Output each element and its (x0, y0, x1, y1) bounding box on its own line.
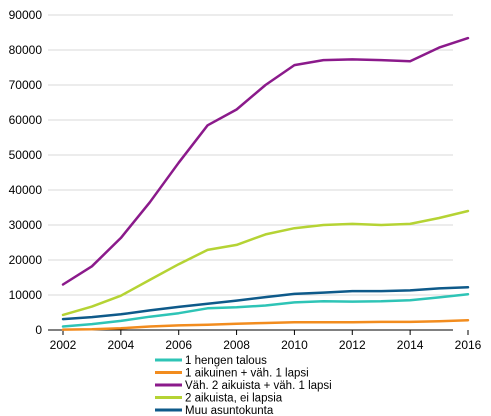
series-line-2 (61, 36, 470, 286)
x-tick-label: 2008 (223, 338, 250, 352)
series-line-1 (61, 318, 470, 331)
series-lines (61, 36, 470, 331)
gridlines (48, 14, 453, 296)
legend-label: Väh. 2 aikuista + väh. 1 lapsi (185, 380, 332, 392)
legend-item: Muu asuntokunta (155, 405, 274, 416)
y-tick-label: 50000 (9, 148, 43, 162)
legend-label: 1 hengen talous (185, 355, 267, 367)
legend-item: 2 aikuista, ei lapsia (155, 393, 283, 405)
x-axis (48, 329, 469, 335)
legend-item: 1 aikuinen + väh. 1 lapsi (155, 368, 309, 380)
x-tick-label: 2012 (339, 338, 366, 352)
y-tick-label: 80000 (9, 43, 43, 57)
y-tick-label: 90000 (9, 8, 43, 22)
legend-label: 1 aikuinen + väh. 1 lapsi (185, 368, 309, 380)
legend-item: Väh. 2 aikuista + väh. 1 lapsi (155, 380, 332, 392)
legend-item: 1 hengen talous (155, 355, 267, 367)
legend-label: 2 aikuista, ei lapsia (185, 393, 283, 405)
x-tick-label: 2006 (165, 338, 192, 352)
y-axis-tick-labels: 0 10000 20000 30000 40000 50000 60000 70000 8000… (9, 8, 43, 337)
y-tick-label: 60000 (9, 113, 43, 127)
series-line-4 (61, 286, 470, 321)
x-tick-label: 2014 (397, 338, 424, 352)
x-tick-label: 2016 (455, 338, 482, 352)
y-tick-label: 70000 (9, 78, 43, 92)
y-tick-label: 30000 (9, 218, 43, 232)
series-line-3 (61, 209, 470, 317)
x-tick-label: 2002 (50, 338, 77, 352)
series-line-0 (61, 293, 470, 328)
y-tick-label: 0 (35, 323, 42, 337)
x-tick-label: 2010 (281, 338, 308, 352)
y-tick-label: 20000 (9, 253, 43, 267)
legend-label: Muu asuntokunta (185, 405, 274, 416)
y-tick-label: 10000 (9, 288, 43, 302)
y-tick-label: 40000 (9, 183, 43, 197)
x-tick-label: 2004 (108, 338, 135, 352)
x-axis-tick-labels: 2002 2004 2006 2008 2010 2012 2014 2016 (50, 338, 482, 352)
